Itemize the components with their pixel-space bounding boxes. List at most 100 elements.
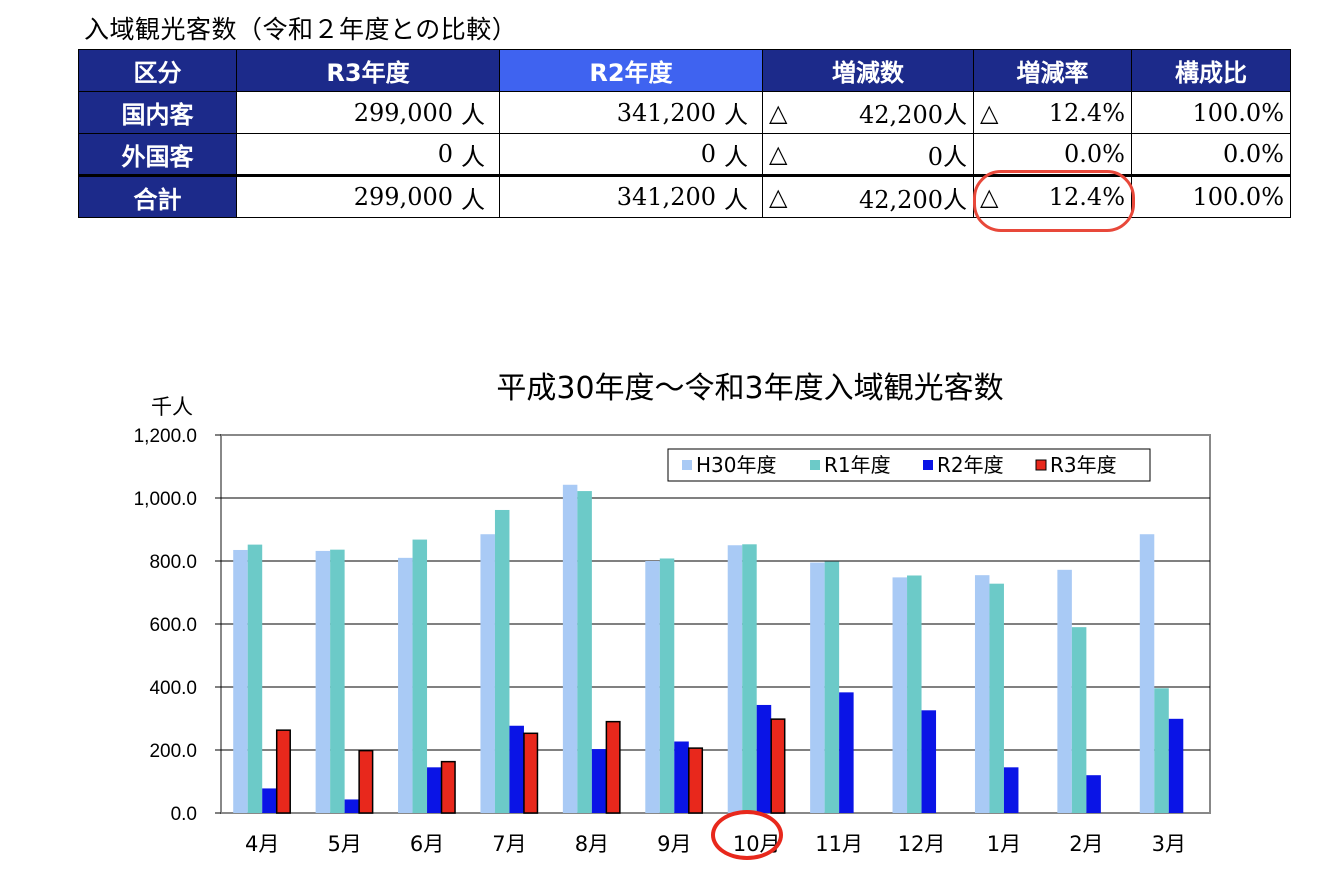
share-value: 100.0% <box>1131 174 1291 218</box>
x-tick-label: 8月 <box>575 832 609 856</box>
bar-R1年度-12月 <box>907 575 922 813</box>
legend-swatch <box>923 460 933 470</box>
header-share: 構成比 <box>1131 49 1291 92</box>
bar-R2年度-10月 <box>756 704 772 813</box>
bar-R1年度-4月 <box>247 544 263 813</box>
x-tick-label: 5月 <box>327 832 361 856</box>
bar-R1年度-1月 <box>989 583 1004 813</box>
bar-H30年度-11月 <box>810 562 825 813</box>
legend-label: R2年度 <box>937 453 1004 477</box>
bar-R3年度-5月 <box>358 749 374 814</box>
r2-cell: 341,200 人 <box>499 91 763 134</box>
y-tick-label: 0.0 <box>171 804 197 825</box>
bar-R3年度-8月 <box>605 720 621 814</box>
row-label: 合計 <box>78 174 237 218</box>
x-tick-label: 2月 <box>1069 832 1103 856</box>
legend-label: R1年度 <box>824 453 891 477</box>
header-r3: R3年度 <box>236 49 500 92</box>
bar-H30年度-6月 <box>398 557 413 813</box>
legend-label: H30年度 <box>696 453 777 477</box>
bar-R2年度-11月 <box>839 692 854 813</box>
bar-H30年度-9月 <box>645 561 660 813</box>
r2-value: 341,200 <box>616 183 716 211</box>
x-tick-label: 4月 <box>245 832 279 856</box>
r3-cell: 299,000 人 <box>236 91 500 134</box>
bar-H30年度-12月 <box>892 577 908 813</box>
legend-label: R3年度 <box>1050 453 1117 477</box>
bar-R3年度-7月 <box>523 732 539 814</box>
header-r2: R2年度 <box>499 49 763 92</box>
bar-H30年度-7月 <box>480 534 495 813</box>
r2-value: 341,200 <box>616 98 716 127</box>
diff-value: 42,200人 <box>859 185 967 214</box>
bar-R2年度-1月 <box>1003 767 1019 813</box>
diff-value: 0人 <box>927 142 967 171</box>
table-row: 国内客 299,000 人 341,200 人 △ 42,200人 △ 12.4% 10… <box>78 91 1291 134</box>
decrease-mark: △ <box>769 140 788 168</box>
table-header-row: 区分 R3年度 R2年度 増減数 増減率 構成比 <box>78 49 1291 92</box>
bar-R2年度-12月 <box>921 710 937 813</box>
y-tick-label: 600.0 <box>149 615 197 636</box>
bar-H30年度-5月 <box>315 550 331 813</box>
x-tick-label: 9月 <box>657 832 691 856</box>
bar-R3年度-6月 <box>440 760 456 814</box>
bar-H30年度-3月 <box>1139 534 1155 813</box>
bar-R2年度-9月 <box>674 741 689 813</box>
x-tick-label: 3月 <box>1152 832 1186 856</box>
y-tick-label: 400.0 <box>149 678 197 699</box>
r2-unit: 人 <box>724 101 748 129</box>
diff-cell: △ 0人 <box>762 133 974 176</box>
bar-R2年度-2月 <box>1086 775 1101 813</box>
row-label: 国内客 <box>78 91 237 134</box>
diff-cell: △ 42,200人 <box>762 91 974 134</box>
r3-unit: 人 <box>461 142 485 171</box>
bar-H30年度-10月 <box>727 545 743 813</box>
rate-value: 12.4% <box>1048 98 1125 127</box>
bar-R3年度-10月 <box>770 718 786 814</box>
y-tick-label: 1,000.0 <box>134 489 197 510</box>
r2-value: 0 <box>700 140 716 168</box>
decrease-mark: △ <box>769 183 788 211</box>
x-tick-label: 6月 <box>410 832 444 856</box>
y-tick-label: 800.0 <box>149 552 197 573</box>
bar-R1年度-8月 <box>577 491 592 813</box>
bar-R2年度-7月 <box>509 725 524 813</box>
bar-R2年度-5月 <box>344 799 360 813</box>
y-tick-label: 200.0 <box>149 741 197 762</box>
decrease-mark: △ <box>980 98 999 127</box>
r3-unit: 人 <box>461 101 485 129</box>
bar-R2年度-6月 <box>427 767 442 813</box>
bar-H30年度-8月 <box>562 484 578 813</box>
r2-cell: 341,200 人 <box>499 174 763 218</box>
rate-cell: 0.0% <box>973 133 1132 176</box>
diff-value: 42,200人 <box>859 101 967 129</box>
y-axis-unit: 千人 <box>151 395 193 419</box>
r3-cell: 299,000 人 <box>236 174 500 218</box>
r3-unit: 人 <box>461 185 485 214</box>
bar-R1年度-5月 <box>330 549 345 813</box>
bar-R1年度-2月 <box>1071 627 1087 813</box>
r3-value: 299,000 <box>353 98 453 127</box>
bar-R2年度-8月 <box>591 749 607 813</box>
rate-value: 0.0% <box>1064 140 1125 168</box>
r3-value: 0 <box>437 140 453 168</box>
rate-cell: △ 12.4% <box>973 91 1132 134</box>
legend-swatch <box>810 460 820 470</box>
x-tick-label: 11月 <box>815 832 863 856</box>
bar-R1年度-3月 <box>1154 688 1169 813</box>
r2-unit: 人 <box>724 185 748 214</box>
header-category: 区分 <box>78 49 237 92</box>
legend-swatch <box>1035 459 1047 471</box>
bar-H30年度-4月 <box>233 549 248 813</box>
decrease-mark: △ <box>769 98 788 127</box>
bar-H30年度-2月 <box>1057 569 1072 813</box>
bar-R1年度-11月 <box>824 561 840 813</box>
bar-R1年度-10月 <box>742 544 757 813</box>
legend-box <box>667 448 1151 482</box>
row-label: 外国客 <box>78 133 237 176</box>
rate-highlight-circle <box>973 170 1135 232</box>
bar-H30年度-1月 <box>974 575 990 813</box>
bar-R1年度-7月 <box>494 509 510 813</box>
